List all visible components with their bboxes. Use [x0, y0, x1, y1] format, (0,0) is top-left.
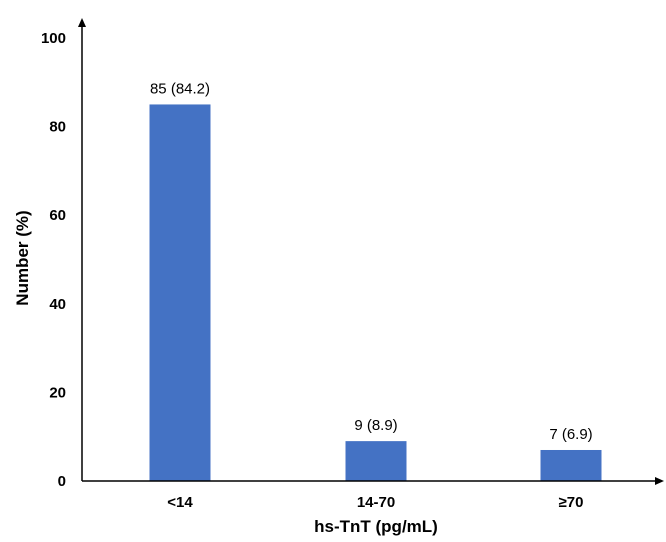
bar: [149, 104, 211, 481]
x-axis-arrowhead: [655, 477, 664, 485]
y-tick-label: 0: [58, 473, 66, 490]
bars-group: [149, 104, 602, 481]
y-tick-label: 20: [49, 384, 66, 401]
y-axis-arrowhead: [78, 18, 86, 27]
x-axis-title: hs-TnT (pg/mL): [314, 517, 438, 536]
x-tick-labels: <14 14-70 ≥70: [167, 494, 583, 511]
x-tick-label: 14-70: [357, 494, 395, 511]
y-tick-label: 60: [49, 207, 66, 224]
x-tick-label: ≥70: [559, 494, 584, 511]
y-tick-label: 40: [49, 296, 66, 313]
bar: [540, 449, 602, 481]
x-tick-label: <14: [167, 494, 193, 511]
y-tick-label: 80: [49, 119, 66, 136]
data-label: 7 (6.9): [549, 426, 592, 443]
y-axis-title: Number (%): [13, 210, 32, 305]
y-tick-label: 100: [41, 30, 66, 47]
data-label: 85 (84.2): [150, 80, 210, 97]
bar: [345, 441, 407, 481]
data-label: 9 (8.9): [354, 417, 397, 434]
y-tick-labels: 0 20 40 60 80 100: [41, 30, 66, 490]
data-labels: 85 (84.2) 9 (8.9) 7 (6.9): [150, 80, 593, 443]
